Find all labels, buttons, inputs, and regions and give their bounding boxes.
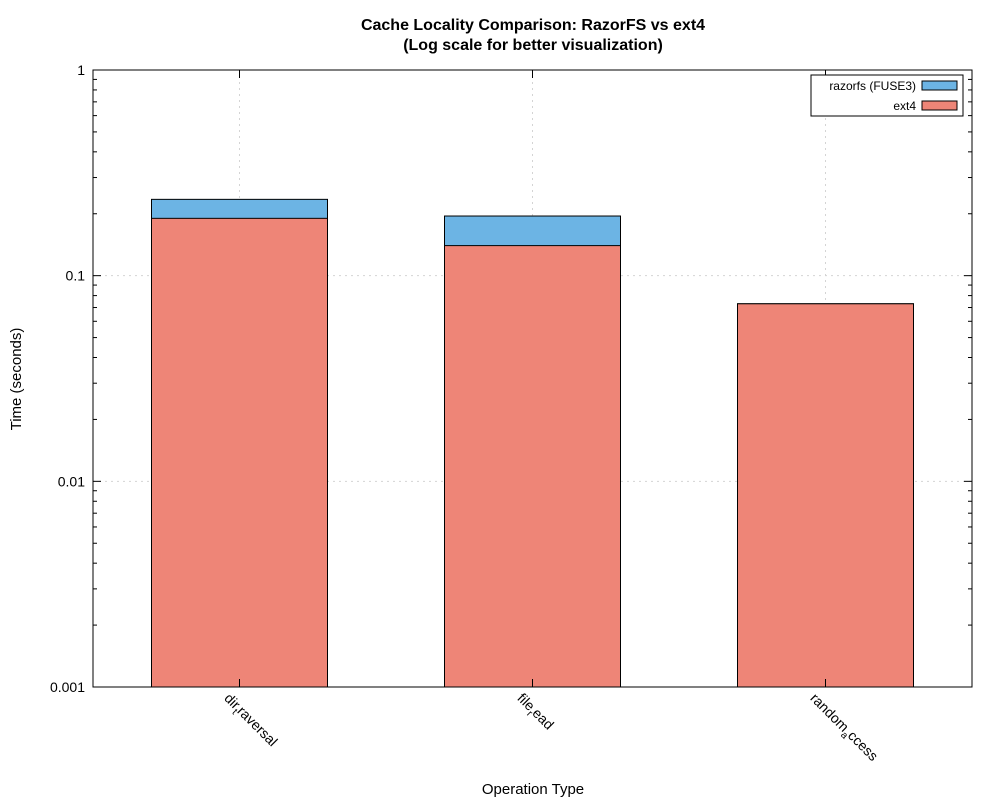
- y-tick-label: 1: [77, 62, 85, 78]
- legend: razorfs (FUSE3) ext4: [810, 74, 964, 117]
- chart-subtitle: (Log scale for better visualization): [403, 37, 663, 54]
- y-tick-label: 0.01: [58, 473, 85, 489]
- bar-ext4: [737, 303, 914, 688]
- legend-label-ext4: ext4: [893, 99, 916, 113]
- legend-swatch-ext4: [921, 100, 958, 111]
- y-axis: 0.001 0.01 0.1 1: [50, 62, 972, 695]
- legend-label-razorfs: razorfs (FUSE3): [829, 79, 916, 93]
- x-tick-label: randomaccess: [805, 690, 882, 767]
- y-axis-label: Time (seconds): [8, 328, 25, 431]
- bar-ext4: [151, 217, 328, 688]
- y-tick-label: 0.1: [66, 268, 86, 284]
- y-tick-label: 0.001: [50, 679, 85, 695]
- x-tick-label: dirtraversal: [219, 690, 281, 752]
- bars: [151, 198, 914, 688]
- x-axis-label: Operation Type: [482, 781, 584, 798]
- bar-ext4: [444, 245, 621, 688]
- x-tick-label: fileread: [512, 690, 558, 736]
- chart-title: Cache Locality Comparison: RazorFS vs ex…: [361, 17, 705, 34]
- legend-swatch-razorfs: [921, 80, 958, 91]
